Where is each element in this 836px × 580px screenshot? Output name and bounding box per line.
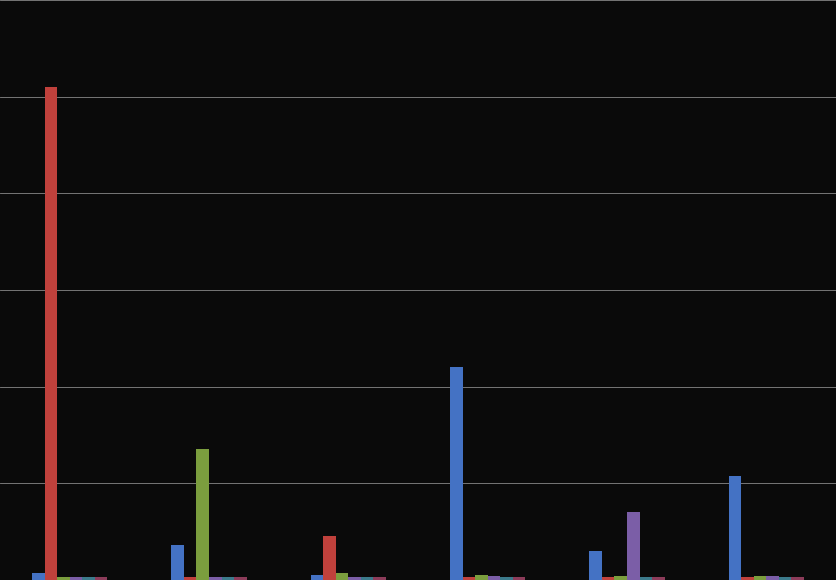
Bar: [69, 577, 82, 580]
Bar: [324, 535, 336, 580]
Bar: [779, 577, 792, 580]
Bar: [754, 576, 767, 580]
Bar: [209, 577, 222, 580]
Bar: [729, 476, 742, 580]
Bar: [742, 577, 754, 580]
Bar: [500, 577, 512, 580]
Bar: [32, 573, 44, 580]
Bar: [94, 577, 107, 580]
Bar: [82, 577, 94, 580]
Bar: [589, 551, 602, 580]
Bar: [450, 367, 462, 580]
Bar: [627, 512, 640, 580]
Bar: [767, 576, 779, 580]
Bar: [57, 577, 69, 580]
Bar: [222, 577, 234, 580]
Bar: [234, 577, 247, 580]
Bar: [602, 577, 614, 580]
Bar: [349, 577, 361, 580]
Bar: [640, 577, 652, 580]
Bar: [614, 576, 627, 580]
Bar: [462, 577, 475, 580]
Bar: [512, 577, 525, 580]
Bar: [652, 577, 665, 580]
Bar: [487, 576, 500, 580]
Bar: [374, 577, 386, 580]
Bar: [475, 575, 487, 580]
Bar: [311, 575, 324, 580]
Bar: [336, 573, 349, 580]
Bar: [184, 577, 196, 580]
Bar: [196, 448, 209, 580]
Bar: [361, 577, 374, 580]
Bar: [171, 545, 184, 580]
Bar: [792, 577, 804, 580]
Bar: [44, 87, 57, 580]
